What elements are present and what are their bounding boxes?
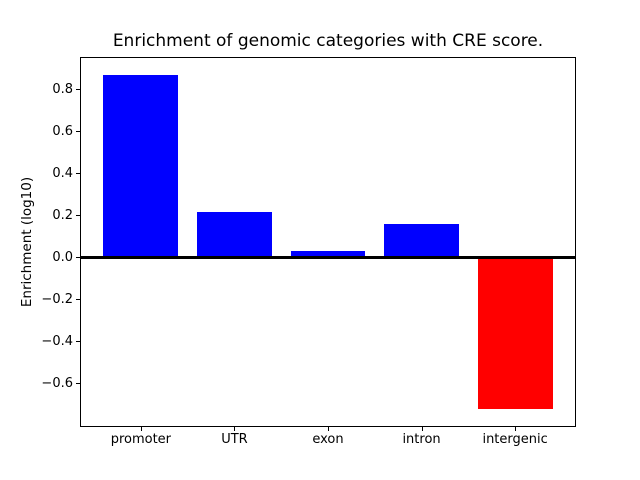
y-tick-label: 0.6 — [52, 123, 73, 139]
bar-promoter — [103, 74, 179, 258]
bar-exon — [290, 251, 366, 258]
bar-intergenic — [477, 257, 553, 410]
y-tick — [76, 299, 80, 301]
bar-UTR — [197, 211, 272, 258]
y-tick — [76, 341, 80, 343]
x-tick — [140, 427, 142, 431]
x-tick — [421, 427, 423, 431]
y-tick — [76, 89, 80, 91]
y-tick-label: 0.0 — [52, 249, 73, 265]
x-tick-label-exon: exon — [312, 432, 344, 447]
y-tick-label: −0.2 — [41, 291, 73, 307]
y-tick-label: 0.4 — [52, 165, 73, 181]
x-tick-label-intron: intron — [402, 432, 441, 447]
y-tick-label: 0.8 — [52, 81, 73, 97]
y-tick-label: −0.6 — [41, 375, 73, 391]
x-tick-label-intergenic: intergenic — [482, 432, 548, 447]
y-axis-label: Enrichment (log10) — [19, 176, 35, 308]
x-tick — [515, 427, 517, 431]
y-tick — [76, 131, 80, 133]
zero-line — [81, 256, 575, 260]
x-tick — [234, 427, 236, 431]
y-tick — [76, 173, 80, 175]
y-tick — [76, 257, 80, 259]
y-tick — [76, 383, 80, 385]
chart-title: Enrichment of genomic categories with CR… — [112, 31, 544, 51]
bar-intron — [384, 224, 459, 258]
x-tick-label-UTR: UTR — [221, 432, 248, 447]
x-tick-label-promoter: promoter — [110, 432, 172, 447]
plot-area: promoter UTR exon intron intergenic −0.6 −0.4 −… — [41, 57, 576, 447]
y-tick — [76, 215, 80, 217]
y-tick-label: −0.4 — [41, 333, 73, 349]
x-tick — [328, 427, 329, 431]
y-tick-label: 0.2 — [52, 207, 73, 223]
